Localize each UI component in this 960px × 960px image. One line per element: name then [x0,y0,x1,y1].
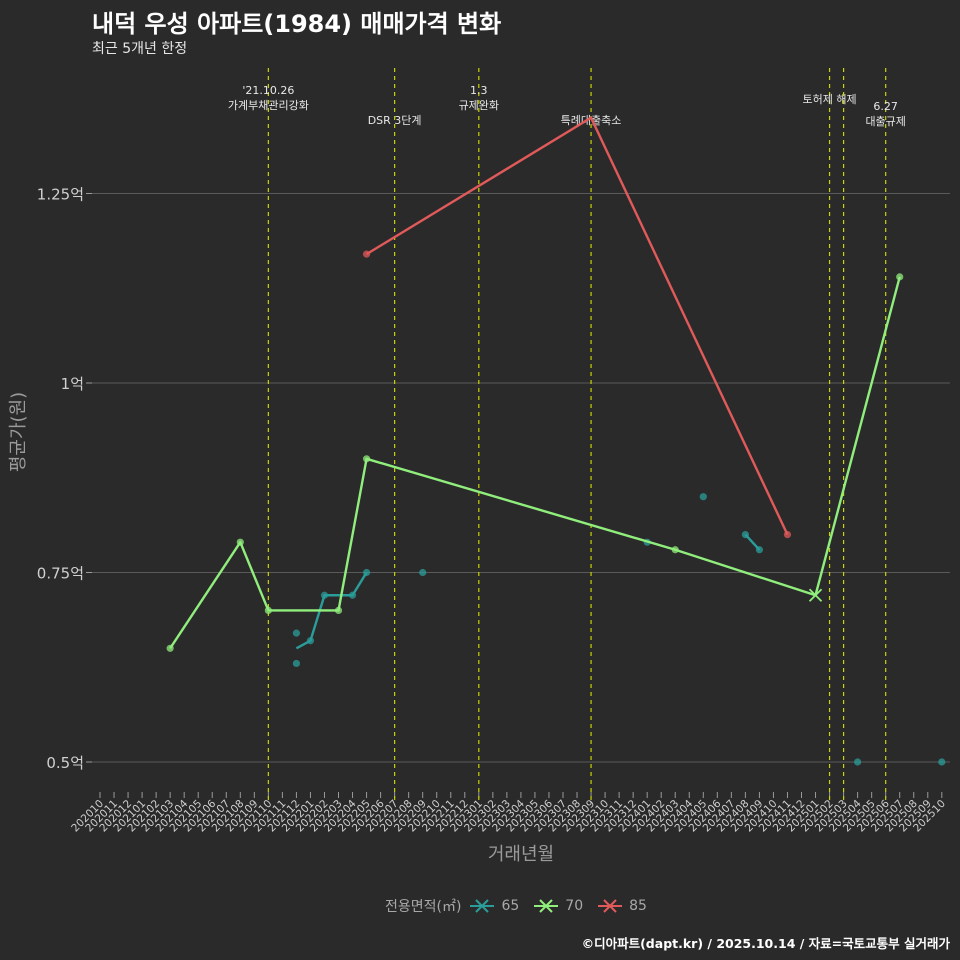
series-65-point [306,637,315,645]
legend-label-65: 65 [501,898,520,914]
event-label: 가계부채관리강화 [228,99,309,112]
series-65-point [348,591,357,599]
series-65-point [854,758,862,766]
y-axis-title: 평균가(원) [8,392,29,472]
event-label: 대출규제 [865,115,905,128]
series-70-point [896,273,904,281]
series-65-point [699,493,707,501]
y-tick-label: 0.75억 [37,565,84,583]
y-tick-label: 1.25억 [37,186,84,204]
event-label: 규제완화 [459,99,499,112]
series-70-point [362,455,371,463]
series-70-point [264,606,272,615]
series-70-point [166,644,174,652]
legend: 전용면적(㎡) 65 70 85 [385,896,661,916]
legend-item-65: 65 [469,896,519,916]
series-65-point [362,568,371,577]
series-70-point [236,538,244,546]
event-label: 1.3 [470,84,488,97]
series-70-cross-mark [808,588,823,602]
event-label: DSR 3단계 [368,114,422,127]
series-65-point [755,546,764,554]
chart-title: 내덕 우성 아파트(1984) 매매가격 변화 [92,10,502,38]
legend-key-85-icon [598,899,623,913]
event-label: 6.27 [873,100,898,113]
series-85-point [362,250,371,258]
legend-title: 전용면적(㎡) [385,899,462,915]
series-65-point [741,531,749,539]
series-65-point [320,591,329,599]
legend-key-70-icon [534,899,559,913]
chart-subtitle: 최근 5개년 한정 [92,41,188,57]
event-label: 토허제 해제 [803,92,857,106]
series-65-point [419,568,427,577]
y-tick-label: 1억 [61,375,84,393]
y-tick-label: 0.5억 [46,754,84,772]
series-85-point [783,531,792,539]
legend-label-70: 70 [565,898,584,914]
x-axis-title: 거래년월 [488,844,554,865]
legend-item-85: 85 [597,896,647,916]
source-caption: ©디아파트(dapt.kr) / 2025.10.14 / 자료=국토교통부 실… [581,936,950,951]
series-70-point [334,606,343,615]
legend-item-70: 70 [533,896,583,916]
series-70-line [169,276,901,649]
series-65-point [938,758,946,766]
series-65-point [292,629,301,637]
legend-key-65-icon [470,899,495,913]
series-85-line [365,116,789,536]
legend-label-85: 85 [629,898,647,914]
series-70-point [671,546,679,554]
event-label: '21.10.26 [242,84,294,97]
series-65-point [292,659,301,668]
